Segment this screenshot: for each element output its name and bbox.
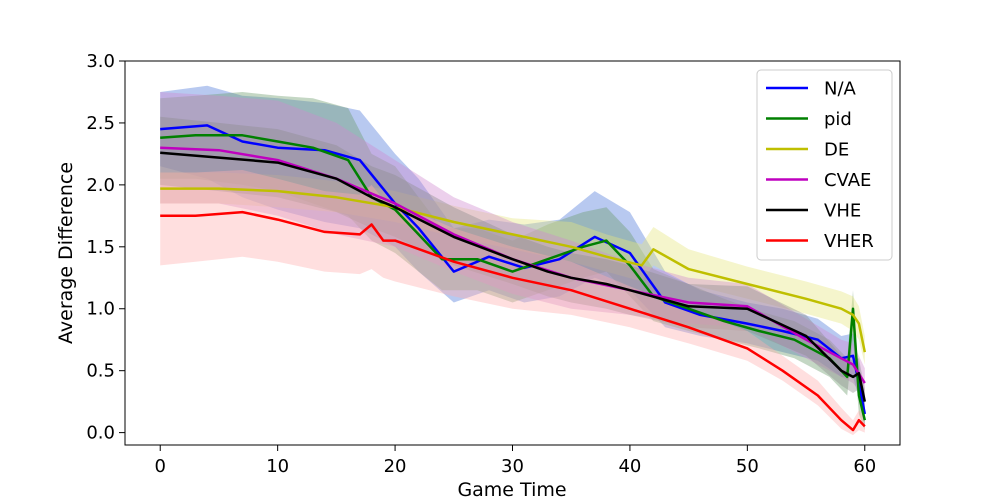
x-tick-label: 60 <box>853 456 876 477</box>
legend-label: CVAE <box>824 170 871 191</box>
band-5 <box>160 170 865 436</box>
x-axis-ticks: 0 10 20 30 40 50 60 <box>155 445 876 477</box>
y-tick-label: 2.0 <box>86 175 115 196</box>
y-tick-label: 1.5 <box>86 237 115 258</box>
legend: N/A pid DE CVAE VHE VHER <box>756 69 893 261</box>
series-line-4 <box>160 151 867 402</box>
x-tick-label: 20 <box>384 456 407 477</box>
y-tick-label: 3.0 <box>86 51 115 72</box>
legend-label: DE <box>824 140 849 161</box>
y-tick-label: 0.5 <box>86 361 115 382</box>
legend-label: N/A <box>824 79 857 100</box>
legend-label: pid <box>824 109 852 130</box>
band-0 <box>160 85 865 427</box>
y-axis-label: Average Difference <box>55 162 77 344</box>
band-1 <box>160 92 865 431</box>
series-line-5 <box>160 210 866 432</box>
x-tick-label: 10 <box>266 456 289 477</box>
legend-label: VHER <box>824 231 874 252</box>
series-line-2 <box>160 187 867 353</box>
y-tick-label: 0.0 <box>86 423 115 444</box>
band-2 <box>160 172 865 365</box>
legend-label: VHE <box>824 201 861 222</box>
x-tick-label: 0 <box>155 456 166 477</box>
x-axis-label: Game Time <box>457 479 566 500</box>
y-tick-label: 1.0 <box>86 299 115 320</box>
band-3 <box>160 92 865 398</box>
x-tick-label: 40 <box>618 456 641 477</box>
series-lines <box>160 124 867 432</box>
series-line-0 <box>160 124 867 415</box>
y-tick-label: 2.5 <box>86 113 115 134</box>
x-tick-label: 30 <box>501 456 524 477</box>
y-axis-ticks: 0.0 0.5 1.0 1.5 2.0 2.5 3.0 <box>86 51 125 444</box>
x-tick-label: 50 <box>736 456 759 477</box>
series-line-1 <box>160 134 867 421</box>
